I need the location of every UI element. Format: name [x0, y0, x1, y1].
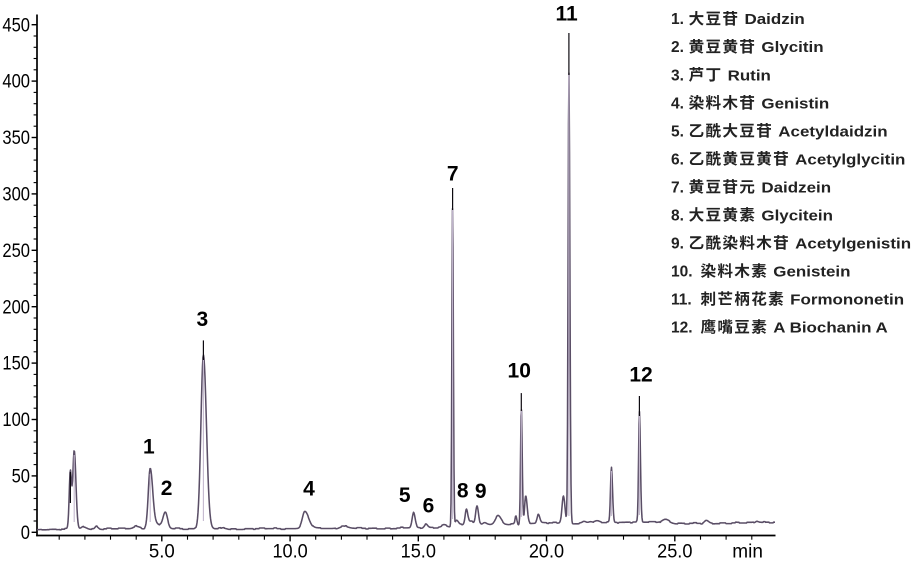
svg-text:6: 6	[423, 494, 435, 517]
svg-text:7: 7	[447, 163, 459, 186]
svg-text:450: 450	[2, 15, 30, 36]
svg-text:350: 350	[2, 128, 30, 149]
svg-text:7.: 7.	[671, 179, 684, 196]
svg-text:15.0: 15.0	[401, 542, 436, 563]
svg-text:2.: 2.	[671, 39, 684, 56]
svg-text:5.0: 5.0	[149, 542, 175, 563]
svg-text:250: 250	[2, 241, 30, 262]
svg-text:4: 4	[303, 478, 315, 501]
svg-text:150: 150	[2, 354, 30, 375]
svg-text:3.: 3.	[671, 67, 684, 84]
svg-text:11.: 11.	[671, 292, 692, 309]
svg-text:10.: 10.	[671, 264, 693, 281]
svg-text:1: 1	[143, 436, 155, 459]
svg-text:12: 12	[629, 364, 652, 387]
svg-text:8: 8	[457, 480, 469, 503]
svg-text:Formononetin: Formononetin	[790, 292, 904, 309]
svg-text:11: 11	[555, 2, 578, 25]
svg-text:Acetylgenistin: Acetylgenistin	[795, 235, 911, 252]
svg-text:Rutin: Rutin	[728, 67, 771, 84]
svg-text:12.: 12.	[671, 320, 693, 337]
svg-text:5.: 5.	[671, 123, 684, 140]
svg-text:10.0: 10.0	[272, 542, 307, 563]
svg-text:A Biochanin A: A Biochanin A	[773, 320, 888, 337]
svg-text:Genistin: Genistin	[761, 95, 829, 112]
svg-text:25.0: 25.0	[657, 542, 692, 563]
svg-text:Acetyldaidzin: Acetyldaidzin	[778, 123, 887, 140]
svg-text:100: 100	[2, 410, 30, 431]
svg-text:50: 50	[12, 467, 30, 488]
svg-text:0: 0	[21, 523, 30, 544]
svg-text:8.: 8.	[671, 207, 684, 224]
svg-text:5: 5	[399, 484, 411, 507]
svg-text:20.0: 20.0	[529, 542, 564, 563]
svg-text:9: 9	[475, 480, 487, 503]
svg-text:min: min	[732, 542, 763, 563]
svg-text:200: 200	[2, 297, 30, 318]
svg-text:Daidzein: Daidzein	[761, 179, 831, 196]
svg-text:1.: 1.	[671, 11, 684, 28]
svg-text:9.: 9.	[671, 235, 684, 252]
svg-text:2: 2	[161, 477, 173, 500]
svg-text:Acetylglycitin: Acetylglycitin	[795, 151, 905, 168]
svg-text:Daidzin: Daidzin	[745, 11, 805, 28]
svg-text:3: 3	[197, 308, 209, 331]
svg-text:300: 300	[2, 185, 30, 206]
svg-text:4.: 4.	[671, 95, 684, 112]
svg-text:Glycitein: Glycitein	[761, 207, 833, 224]
svg-text:10: 10	[508, 360, 531, 383]
svg-text:Genistein: Genistein	[773, 264, 850, 281]
svg-text:6.: 6.	[671, 151, 684, 168]
svg-text:Glycitin: Glycitin	[761, 39, 823, 56]
svg-text:400: 400	[2, 72, 30, 93]
